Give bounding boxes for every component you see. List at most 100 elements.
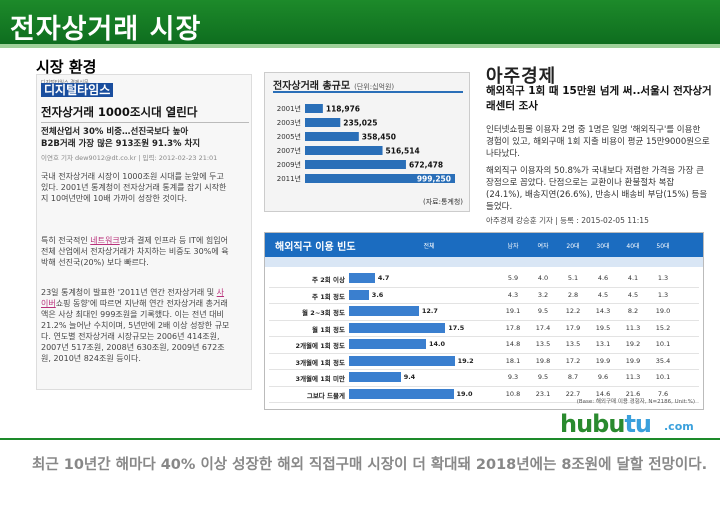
chart-value-label: 358,450 xyxy=(362,133,396,142)
freq-cell: 19.2 xyxy=(625,340,641,348)
freq-cell: 17.4 xyxy=(535,323,551,332)
freq-cell: 15.2 xyxy=(655,323,671,332)
freq-cell: 10.8 xyxy=(505,389,521,398)
chart-bar xyxy=(305,132,359,141)
freq-cell: 12.2 xyxy=(565,307,581,315)
chart-category-label: 2011년 xyxy=(277,174,301,183)
brand-wordmark: hubutu xyxy=(560,410,652,438)
news-paragraph-2: 해외직구 이용자의 50.8%가 국내보다 저렴한 가격을 가장 큰 장점으로 … xyxy=(486,166,708,212)
freq-cell: 9.5 xyxy=(537,373,549,381)
freq-total-value: 19.0 xyxy=(456,389,473,398)
chart-category-label: 2003년 xyxy=(277,118,301,127)
news-paragraph-1: 인터넷쇼핑몰 이용자 2명 중 1명은 일명 '해외직구'를 이용한 경험이 있… xyxy=(486,125,710,159)
freq-row-divider xyxy=(269,402,699,403)
chart-source: (자료:통계청) xyxy=(422,198,463,206)
freq-row-label: 월 2~3회 정도 xyxy=(302,309,345,317)
freq-total-value: 14.0 xyxy=(429,340,446,348)
freq-row-label: 3개월에 1회 정도 xyxy=(295,358,345,367)
article-paragraph-2: 특히 전국적인 네트워크망과 결제 인프라 등 IT에 힘입어 전체 산업에서 … xyxy=(41,235,231,268)
freq-row-label: 3개월에 1회 미만 xyxy=(295,375,345,383)
freq-row-divider xyxy=(269,303,699,304)
freq-cell: 21.6 xyxy=(625,389,641,398)
freq-column-header: 여자 xyxy=(537,243,549,250)
freq-cell: 4.5 xyxy=(627,290,639,299)
freq-cell: 14.6 xyxy=(595,389,611,398)
chart-bar xyxy=(305,160,406,169)
brand-name-part-2: tu xyxy=(624,410,652,438)
freq-total-value: 12.7 xyxy=(421,307,438,315)
chart-bar xyxy=(305,104,323,113)
header-stripe xyxy=(0,44,720,48)
freq-cell: 17.8 xyxy=(505,323,521,332)
freq-cell: 1.3 xyxy=(657,290,669,299)
freq-column-header: 50대 xyxy=(656,243,670,250)
freq-cell: 9.6 xyxy=(597,373,609,381)
freq-table-header: 해외직구 이용 빈도 전체 남자 여자 20대 30대 40대 50대 xyxy=(265,233,703,257)
newspaper-logo-ajunews: 아주경제 xyxy=(486,66,557,87)
freq-column-header: 30대 xyxy=(596,243,610,250)
freq-cell: 13.5 xyxy=(565,340,581,348)
news-byline: 아주경제 강승훈 기자 | 등록 : 2015-02-05 11:15 xyxy=(486,216,649,225)
freq-cell: 19.1 xyxy=(505,307,521,315)
news-headline: 해외직구 1회 때 15만원 넘게 써..서울시 전자상거래센터 조사 xyxy=(486,85,712,112)
freq-cell: 4.1 xyxy=(627,274,639,282)
freq-column-header: 40대 xyxy=(626,243,640,250)
freq-row-divider xyxy=(269,369,699,370)
freq-cell: 18.1 xyxy=(505,356,521,365)
article-subhead: 전체산업서 30% 비중…선진국보다 높아 B2B거래 가장 많은 913조원 … xyxy=(41,126,249,150)
freq-cell: 14.8 xyxy=(505,340,521,348)
freq-total-value: 4.7 xyxy=(377,274,390,282)
chart-category-label: 2005년 xyxy=(277,132,301,141)
freq-bar xyxy=(349,273,375,283)
freq-cell: 7.6 xyxy=(657,389,669,398)
slide-title: 전자상거래 시장 xyxy=(10,14,202,45)
chart-title-text: 전자상거래 총규모 xyxy=(273,81,351,92)
brand-name-part-1: hubu xyxy=(560,410,625,438)
slide-caption: 최근 10년간 해마다 40% 이상 성장한 해외 직접구매 시장이 더 확대돼… xyxy=(32,457,708,473)
freq-cell: 1.3 xyxy=(657,274,669,282)
freq-cell: 17.2 xyxy=(565,356,581,365)
freq-cell: 9.5 xyxy=(537,307,549,315)
chart-title: 전자상거래 총규모 (단위:십억원) xyxy=(273,77,463,93)
freq-bar xyxy=(349,322,446,333)
chart-plot: 2001년 118,976 2003년 235,025 2005년 358,450 2007… xyxy=(277,104,455,184)
freq-cell: 13.1 xyxy=(595,340,611,348)
keyword-link-network[interactable]: 네트워크 xyxy=(90,236,120,245)
freq-column-header: 남자 xyxy=(507,243,519,250)
chart-bar xyxy=(305,146,383,155)
freq-column-header: 전체 xyxy=(423,243,435,250)
freq-row-divider xyxy=(269,352,699,354)
freq-cell: 2.8 xyxy=(567,290,579,299)
divider-line xyxy=(0,438,720,440)
article-byline: 이연호 기자 dew9012@dt.co.kr | 입력: 2012-02-23… xyxy=(41,154,218,162)
chart-category-label: 2007년 xyxy=(277,146,301,155)
freq-row-divider xyxy=(269,319,699,321)
freq-cell: 35.4 xyxy=(655,356,671,365)
chart-unit: (단위:십억원) xyxy=(354,83,395,91)
brand-dotcom: .com xyxy=(664,420,694,433)
freq-bar xyxy=(349,289,369,300)
article-paragraph-3: 23일 통계청이 발표한 '2011년 연간 전자상거래 및 사이버쇼핑 동향'… xyxy=(41,287,231,364)
article-subhead-2: B2B거래 가장 많은 913조원 91.3% 차지 xyxy=(41,139,201,149)
freq-cell: 14.3 xyxy=(595,307,611,315)
freq-cell: 8.7 xyxy=(567,373,579,381)
freq-cell: 22.7 xyxy=(565,389,581,398)
freq-row-label: 그보다 드물게 xyxy=(306,391,345,400)
freq-table-title: 해외직구 이용 빈도 xyxy=(275,242,356,253)
freq-cell: 19.9 xyxy=(595,356,611,365)
freq-row-label: 2개월에 1회 정도 xyxy=(295,342,345,350)
article-paragraph-1: 국내 전자상거래 시장이 1000조원 시대를 눈앞에 두고 있다. 2001년… xyxy=(41,172,227,203)
keyword-link-cyber[interactable]: 사이버 xyxy=(41,288,225,308)
freq-bar xyxy=(349,306,419,316)
freq-table-subheader xyxy=(265,257,703,267)
freq-cell: 9.3 xyxy=(507,373,519,381)
freq-cell: 19.9 xyxy=(625,356,641,365)
freq-bar xyxy=(349,388,454,399)
section-label: 시장 환경 xyxy=(36,58,97,76)
freq-bar xyxy=(349,355,455,366)
freq-cell: 3.2 xyxy=(537,290,549,299)
chart-bar xyxy=(305,174,455,183)
freq-cell: 4.5 xyxy=(597,290,609,299)
ecommerce-total-chart: 전자상거래 총규모 (단위:십억원) 2001년 118,976 2003년 235,0… xyxy=(264,72,470,212)
freq-cell: 13.5 xyxy=(535,340,551,348)
